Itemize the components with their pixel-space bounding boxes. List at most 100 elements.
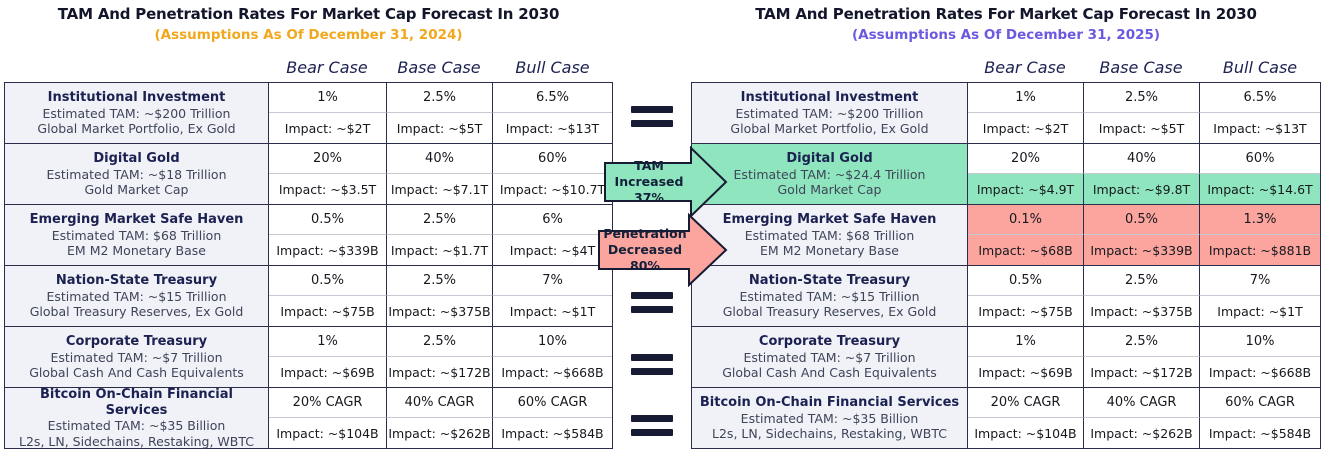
table-row: Emerging Market Safe Haven Estimated TAM:… — [692, 204, 1320, 265]
penetration-value: 20% CAGR — [269, 388, 387, 417]
row-name: Bitcoin On-Chain Financial Services — [699, 394, 960, 410]
row-name: Digital Gold — [93, 150, 180, 166]
base-case-header: Base Case — [1099, 57, 1183, 77]
table-2025: Institutional Investment Estimated TAM: ~… — [691, 82, 1321, 449]
impact-value: Impact: ~$584B — [1200, 417, 1320, 448]
row-desc: Global Market Portfolio, Ex Gold — [37, 120, 236, 136]
table-row: Institutional Investment Estimated TAM: ~… — [692, 83, 1320, 143]
row-label: Institutional Investment Estimated TAM: ~… — [5, 83, 269, 143]
row-name: Nation-State Treasury — [55, 272, 218, 288]
table-row: Institutional Investment Estimated TAM: ~… — [5, 83, 612, 143]
penetration-value: 1% — [269, 83, 387, 112]
impact-value: Impact: ~$2T — [968, 112, 1084, 143]
penetration-value: 60% CAGR — [493, 388, 612, 417]
impact-value: Impact: ~$69B — [269, 356, 387, 387]
penetration-value: 60% CAGR — [1200, 388, 1320, 417]
table-row: Nation-State Treasury Estimated TAM: ~$15… — [5, 265, 612, 326]
table-2025-panel: TAM And Penetration Rates For Market Cap… — [691, 0, 1321, 449]
row-label: Bitcoin On-Chain Financial Services Estim… — [5, 387, 269, 449]
row-name: Institutional Investment — [47, 89, 226, 105]
penetration-value: 0.5% — [968, 266, 1084, 295]
table-2025-subtitle: (Assumptions As Of December 31, 2025) — [851, 27, 1161, 43]
bull-case-header: Bull Case — [1222, 57, 1298, 77]
impact-value: Impact: ~$7.1T — [387, 173, 493, 204]
table-row: Corporate Treasury Estimated TAM: ~$7 Tri… — [5, 326, 612, 387]
table-2024-title: TAM And Penetration Rates For Market Cap… — [57, 5, 560, 23]
row-tam: Estimated TAM: ~$7 Trillion — [743, 349, 916, 365]
penetration-value: 7% — [1200, 266, 1320, 295]
table-row: Bitcoin On-Chain Financial Services Estim… — [5, 387, 612, 449]
impact-value: Impact: ~$1T — [1200, 295, 1320, 326]
impact-value: Impact: ~$5T — [1084, 112, 1200, 143]
penetration-decrease-label: Penetration Decreased 80% — [603, 225, 687, 274]
row-desc: Global Treasury Reserves, Ex Gold — [722, 303, 937, 319]
penetration-value: 0.5% — [269, 266, 387, 295]
row-label: Bitcoin On-Chain Financial Services Estim… — [692, 388, 968, 448]
table-2025-title: TAM And Penetration Rates For Market Cap… — [755, 5, 1257, 23]
tam-increase-arrow-icon: TAM Increased 37% — [604, 146, 728, 218]
bull-case-header: Bull Case — [515, 57, 590, 77]
impact-value: Impact: ~$375B — [1084, 295, 1200, 326]
row-label: Emerging Market Safe Haven Estimated TAM:… — [692, 205, 968, 265]
penetration-value: 2.5% — [1084, 327, 1200, 356]
bear-case-header: Bear Case — [984, 57, 1066, 77]
row-label: Emerging Market Safe Haven Estimated TAM:… — [5, 205, 269, 265]
penetration-value: 1.3% — [1200, 205, 1320, 234]
row-desc: L2s, LN, Sidechains, Restaking, WBTC — [712, 425, 947, 441]
row-desc: Global Cash And Cash Equivalents — [722, 364, 937, 380]
impact-value: Impact: ~$1T — [493, 295, 612, 326]
penetration-value: 10% — [493, 327, 612, 356]
row-tam: Estimated TAM: ~$15 Trillion — [46, 288, 227, 304]
impact-value: Impact: ~$172B — [1084, 356, 1200, 387]
penetration-value: 20% — [269, 144, 387, 173]
row-label: Digital Gold Estimated TAM: ~$24.4 Trilli… — [692, 144, 968, 204]
penetration-value: 1% — [968, 83, 1084, 112]
penetration-value: 0.5% — [1084, 205, 1200, 234]
row-name: Emerging Market Safe Haven — [722, 211, 937, 227]
row-name: Digital Gold — [786, 150, 873, 166]
penetration-value: 2.5% — [387, 327, 493, 356]
impact-value: Impact: ~$584B — [493, 417, 612, 448]
penetration-value: 2.5% — [1084, 83, 1200, 112]
penetration-value: 6.5% — [1200, 83, 1320, 112]
penetration-value: 2.5% — [387, 83, 493, 112]
impact-value: Impact: ~$262B — [1084, 417, 1200, 448]
row-tam: Estimated TAM: ~$200 Trillion — [42, 105, 231, 121]
impact-value: Impact: ~$104B — [269, 417, 387, 448]
penetration-decrease-arrow-icon: Penetration Decreased 80% — [598, 213, 728, 287]
row-tam: Estimated TAM: ~$7 Trillion — [50, 349, 223, 365]
impact-value: Impact: ~$5T — [387, 112, 493, 143]
table-2024-panel: TAM And Penetration Rates For Market Cap… — [4, 0, 613, 449]
table-row: Nation-State Treasury Estimated TAM: ~$15… — [692, 265, 1320, 326]
row-tam: Estimated TAM: ~$15 Trillion — [739, 288, 920, 304]
penetration-value: 6.5% — [493, 83, 612, 112]
row-tam: Estimated TAM: ~$200 Trillion — [735, 105, 924, 121]
impact-value: Impact: ~$9.8T — [1084, 173, 1200, 204]
table-row: Bitcoin On-Chain Financial Services Estim… — [692, 387, 1320, 448]
row-label: Nation-State Treasury Estimated TAM: ~$15… — [692, 266, 968, 326]
penetration-value: 20% — [968, 144, 1084, 173]
penetration-value: 2.5% — [387, 205, 493, 234]
case-headers-2024: Bear Case Base Case Bull Case — [4, 54, 613, 80]
impact-value: Impact: ~$10.7T — [493, 173, 612, 204]
row-tam: Estimated TAM: ~$18 Trillion — [46, 166, 227, 182]
row-name: Bitcoin On-Chain Financial Services — [40, 387, 233, 418]
row-desc: EM M2 Monetary Base — [67, 242, 206, 258]
impact-value: Impact: ~$668B — [493, 356, 612, 387]
impact-value: Impact: ~$881B — [1200, 234, 1320, 265]
penetration-value: 40% — [1084, 144, 1200, 173]
row-name: Nation-State Treasury — [748, 272, 911, 288]
impact-value: Impact: ~$2T — [269, 112, 387, 143]
impact-value: Impact: ~$104B — [968, 417, 1084, 448]
penetration-value: 20% CAGR — [968, 388, 1084, 417]
row-tam: Estimated TAM: ~$35 Billion — [740, 410, 919, 426]
penetration-value: 40% — [387, 144, 493, 173]
impact-value: Impact: ~$13T — [1200, 112, 1320, 143]
table-2024-subtitle: (Assumptions As Of December 31, 2024) — [154, 27, 463, 43]
penetration-value: 60% — [1200, 144, 1320, 173]
case-headers-2025: Bear Case Base Case Bull Case — [691, 54, 1321, 80]
impact-value: Impact: ~$668B — [1200, 356, 1320, 387]
table-row: Digital Gold Estimated TAM: ~$24.4 Trilli… — [692, 143, 1320, 204]
row-desc: Gold Market Cap — [777, 181, 882, 197]
